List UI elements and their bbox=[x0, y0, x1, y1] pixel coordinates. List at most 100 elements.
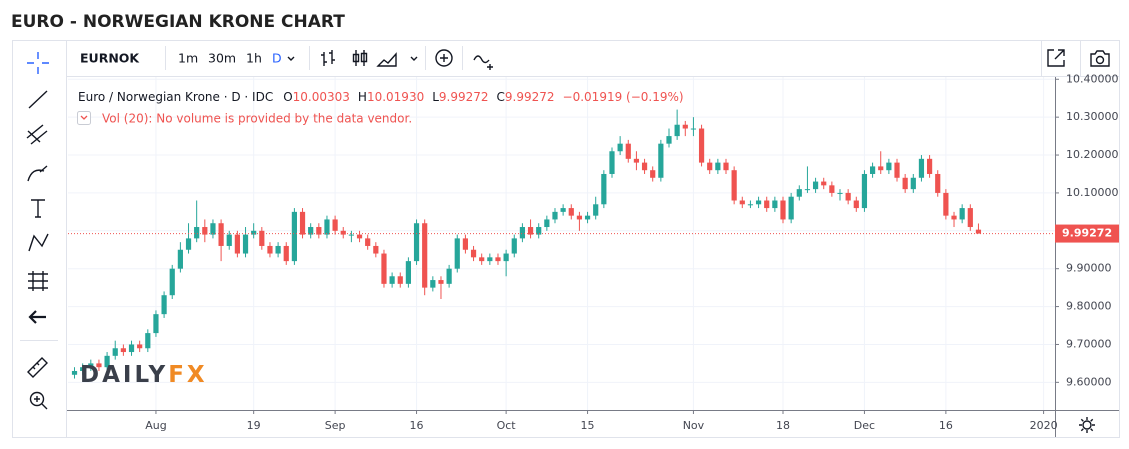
price-tag bbox=[1055, 224, 1119, 243]
candle-body bbox=[348, 234, 354, 236]
compare-icon[interactable] bbox=[435, 49, 453, 67]
candle-body bbox=[422, 223, 428, 288]
x-tick-label: 18 bbox=[776, 419, 790, 432]
candle-body bbox=[804, 189, 811, 191]
text-tool[interactable] bbox=[31, 199, 45, 218]
candle-body bbox=[104, 355, 110, 368]
style-menu[interactable] bbox=[410, 56, 418, 61]
settings-icon[interactable] bbox=[1082, 420, 1092, 430]
candle-body bbox=[788, 196, 794, 220]
candle-body bbox=[902, 177, 908, 190]
candle-body bbox=[918, 158, 925, 178]
pattern-tool[interactable] bbox=[28, 233, 49, 252]
candle-body bbox=[674, 124, 680, 137]
candle-body bbox=[593, 204, 599, 216]
candle-body bbox=[356, 234, 363, 239]
candle-body bbox=[137, 344, 143, 349]
watermark-fx: FX bbox=[168, 362, 207, 388]
interval[interactable]: D bbox=[272, 51, 282, 66]
candle-body bbox=[324, 219, 330, 235]
crosshair-tool[interactable] bbox=[27, 52, 49, 74]
trend-line-tool[interactable] bbox=[28, 90, 48, 109]
candle-body bbox=[690, 128, 697, 130]
interval[interactable]: 1h bbox=[246, 51, 262, 66]
ohlc-value: 9.99272 bbox=[505, 90, 555, 104]
candle-body bbox=[503, 253, 509, 262]
candle-body bbox=[837, 192, 843, 194]
candle-body bbox=[218, 223, 224, 246]
candle-body bbox=[185, 238, 192, 250]
candle-body bbox=[202, 227, 208, 235]
candle-body bbox=[487, 257, 493, 262]
candle-body bbox=[576, 215, 583, 220]
back-tool[interactable] bbox=[28, 310, 46, 324]
candle-body bbox=[405, 261, 412, 284]
x-tick-label: 16 bbox=[410, 419, 424, 432]
candle-body bbox=[609, 151, 615, 174]
candle-body bbox=[120, 348, 126, 353]
candle-body bbox=[112, 348, 118, 356]
brush-tool[interactable] bbox=[27, 165, 48, 182]
y-tick-label: 10.20000 bbox=[1066, 148, 1119, 161]
candle-body bbox=[731, 170, 737, 201]
x-tick-label: Sep bbox=[325, 419, 346, 432]
candle-body bbox=[641, 162, 648, 171]
y-tick-label: 10.10000 bbox=[1066, 186, 1119, 199]
candle-body bbox=[584, 215, 591, 220]
y-tick-label: 9.80000 bbox=[1066, 300, 1112, 313]
indicators-icon[interactable] bbox=[473, 55, 493, 70]
compare-plus bbox=[440, 54, 448, 62]
candle-body bbox=[365, 238, 371, 246]
watermark: DAILYFX bbox=[80, 362, 208, 388]
interval-menu[interactable] bbox=[287, 56, 295, 61]
candle-body bbox=[332, 219, 338, 231]
collapse-chevron bbox=[80, 115, 88, 120]
candle-body bbox=[194, 227, 200, 239]
zoom-tool[interactable] bbox=[29, 391, 45, 407]
candle-body bbox=[764, 200, 770, 209]
x-tick-label: Nov bbox=[683, 419, 705, 432]
interval[interactable]: 30m bbox=[208, 51, 236, 66]
candle-body bbox=[910, 177, 916, 190]
candle-body bbox=[397, 276, 403, 284]
area-icon[interactable] bbox=[376, 52, 397, 67]
collapse-button[interactable] bbox=[77, 111, 91, 125]
candle-body bbox=[698, 128, 705, 163]
snapshot-icon[interactable] bbox=[1090, 50, 1110, 67]
candle-body bbox=[145, 333, 151, 349]
candle-body bbox=[299, 211, 306, 235]
candle-body bbox=[601, 173, 607, 205]
bars-icon[interactable] bbox=[321, 50, 335, 66]
candle-body bbox=[633, 158, 640, 163]
snapshot-lens bbox=[1095, 55, 1105, 65]
change: −0.01919 (−0.19%) bbox=[563, 90, 684, 104]
candle-body bbox=[821, 181, 827, 186]
fullscreen-icon[interactable] bbox=[1047, 49, 1065, 67]
candle-body bbox=[381, 253, 387, 284]
candle-body bbox=[658, 143, 664, 178]
fib-tool[interactable] bbox=[26, 124, 48, 145]
candle-body bbox=[560, 208, 566, 212]
y-tick-label: 9.70000 bbox=[1066, 337, 1112, 350]
candle-body bbox=[943, 192, 949, 216]
candles-icon[interactable] bbox=[352, 50, 368, 66]
candle-body bbox=[519, 227, 526, 239]
prediction-tool[interactable] bbox=[28, 271, 48, 291]
candle-body bbox=[210, 223, 216, 235]
candle-body bbox=[878, 166, 884, 171]
candle-body bbox=[128, 344, 135, 353]
ruler-tool[interactable] bbox=[27, 357, 48, 378]
candle-body bbox=[177, 249, 183, 269]
candle-body bbox=[772, 200, 778, 209]
interval[interactable]: 1m bbox=[178, 51, 198, 66]
watermark-daily: DAILY bbox=[80, 362, 168, 388]
candle-body bbox=[454, 238, 460, 269]
plot-area bbox=[68, 77, 1055, 410]
candle-body bbox=[886, 162, 892, 171]
candle-body bbox=[796, 189, 802, 197]
symbol[interactable]: EURNOK bbox=[80, 51, 140, 66]
candle-body bbox=[259, 230, 265, 246]
page-title: EURO - NORWEGIAN KRONE CHART bbox=[11, 12, 345, 32]
candle-body bbox=[462, 238, 469, 250]
candle-body bbox=[430, 280, 436, 288]
